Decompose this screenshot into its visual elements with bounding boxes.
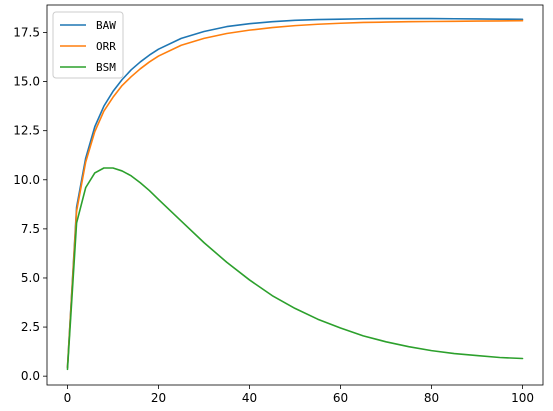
legend-label-bsm: BSM (96, 61, 116, 74)
legend-label-orr: ORR (96, 40, 116, 53)
y-tick-label: 15.0 (13, 75, 40, 89)
legend: BAW ORR BSM (52, 11, 124, 79)
legend-label-baw: BAW (96, 19, 116, 32)
x-tick-label: 80 (424, 391, 439, 405)
x-tick-label: 40 (242, 391, 257, 405)
x-axis: 0 20 40 60 80 100 (64, 385, 534, 405)
y-tick-label: 12.5 (13, 124, 40, 138)
y-tick-label: 0.0 (21, 369, 40, 383)
y-axis: 0.0 2.5 5.0 7.5 10.0 12.5 15.0 17.5 (13, 25, 47, 383)
x-tick-label: 20 (151, 391, 166, 405)
y-tick-label: 17.5 (13, 25, 40, 39)
y-tick-label: 2.5 (21, 320, 40, 334)
y-tick-label: 5.0 (21, 271, 40, 285)
x-tick-label: 100 (511, 391, 534, 405)
series-line-orr (66, 19, 524, 369)
plot-area (47, 5, 543, 385)
x-tick-label: 60 (333, 391, 348, 405)
series-layer (66, 17, 524, 371)
series-line-bsm (66, 167, 524, 371)
y-tick-label: 10.0 (13, 173, 40, 187)
legend-box (52, 11, 124, 79)
x-tick-label: 0 (64, 391, 72, 405)
y-tick-label: 7.5 (21, 222, 40, 236)
plot-frame (46, 4, 544, 386)
series-line-baw (66, 17, 524, 369)
